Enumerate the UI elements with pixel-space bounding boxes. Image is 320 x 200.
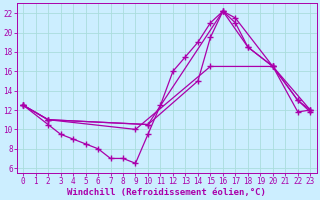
X-axis label: Windchill (Refroidissement éolien,°C): Windchill (Refroidissement éolien,°C) [67, 188, 266, 197]
